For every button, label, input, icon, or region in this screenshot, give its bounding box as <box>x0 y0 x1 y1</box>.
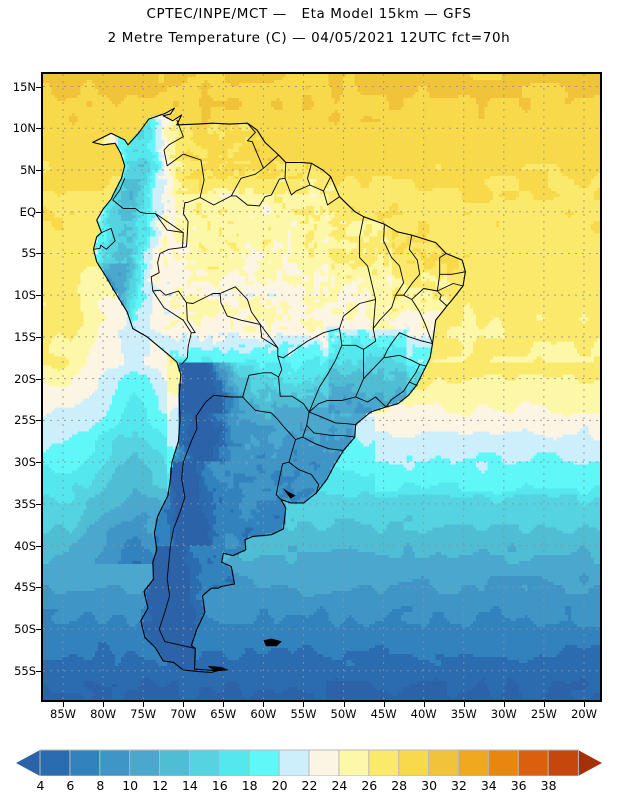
x-axis-tick-mark <box>183 702 184 707</box>
colorbar-swatch <box>548 750 578 776</box>
y-axis-tick-label: 25S <box>0 413 36 427</box>
colorbar-swatch <box>130 750 160 776</box>
x-axis-tick-mark <box>223 702 224 707</box>
colorbar-swatch <box>309 750 339 776</box>
colorbar-swatch <box>488 750 518 776</box>
colorbar-tick-label: 36 <box>504 778 534 793</box>
colorbar-tick-label: 8 <box>85 778 115 793</box>
y-axis-tick-label: 10S <box>0 288 36 302</box>
model-title: CPTEC/INPE/MCT — Eta Model 15km — GFS <box>0 6 618 22</box>
y-axis-tick-label: 5N <box>0 163 36 177</box>
colorbar-swatch <box>100 750 130 776</box>
x-axis-tick-label: 65W <box>203 707 243 721</box>
x-axis-tick-label: 40W <box>404 707 444 721</box>
x-axis-tick-label: 50W <box>324 707 364 721</box>
colorbar-swatch <box>70 750 100 776</box>
colorbar-swatch <box>279 750 309 776</box>
colorbar-tick-label: 34 <box>474 778 504 793</box>
colorbar-swatch <box>189 750 219 776</box>
y-axis-tick-label: 50S <box>0 622 36 636</box>
x-axis-tick-label: 55W <box>283 707 323 721</box>
x-axis-tick-label: 80W <box>83 707 123 721</box>
x-axis-tick-label: 35W <box>444 707 484 721</box>
colorbar-tick-label: 6 <box>55 778 85 793</box>
colorbar-tick-label: 4 <box>26 778 56 793</box>
temperature-map-figure: CPTEC/INPE/MCT — Eta Model 15km — GFS 2 … <box>0 0 618 800</box>
x-axis-tick-label: 60W <box>243 707 283 721</box>
y-axis-tick-label: 35S <box>0 497 36 511</box>
x-axis-tick-label: 45W <box>364 707 404 721</box>
y-axis-tick-label: 45S <box>0 580 36 594</box>
colorbar-tick-label: 14 <box>175 778 205 793</box>
y-axis-tick-label: 10N <box>0 121 36 135</box>
x-axis-tick-label: 25W <box>524 707 564 721</box>
colorbar-swatch <box>458 750 488 776</box>
x-axis-tick-mark <box>103 702 104 707</box>
x-axis-tick-mark <box>504 702 505 707</box>
y-axis-tick-label: 5S <box>0 246 36 260</box>
colorbar-tick-label: 24 <box>324 778 354 793</box>
colorbar-swatch <box>249 750 279 776</box>
x-axis-tick-label: 85W <box>43 707 83 721</box>
colorbar-tick-label: 12 <box>145 778 175 793</box>
colorbar-swatches <box>0 742 618 776</box>
x-axis-tick-mark <box>384 702 385 707</box>
temperature-field <box>43 74 600 700</box>
x-axis-tick-mark <box>464 702 465 707</box>
x-axis-tick-mark <box>544 702 545 707</box>
y-axis-tick-label: 15N <box>0 80 36 94</box>
colorbar-tick-label: 16 <box>205 778 235 793</box>
x-axis-tick-mark <box>344 702 345 707</box>
colorbar-swatch <box>40 750 70 776</box>
colorbar-tick-label: 22 <box>295 778 325 793</box>
x-axis-tick-label: 30W <box>484 707 524 721</box>
x-axis-tick-mark <box>424 702 425 707</box>
colorbar-under-arrow <box>16 750 40 776</box>
colorbar-tick-label: 38 <box>534 778 564 793</box>
colorbar-tick-label: 30 <box>414 778 444 793</box>
colorbar-swatch <box>518 750 548 776</box>
y-axis-tick-label: 15S <box>0 330 36 344</box>
map-plot-area <box>41 72 602 702</box>
colorbar: 4 6 8 10 12 14 16 18 20 22 24 26 28 30 32 34 36 38 <box>0 742 618 800</box>
x-axis-tick-mark <box>584 702 585 707</box>
x-axis-tick-mark <box>263 702 264 707</box>
colorbar-tick-label: 20 <box>265 778 295 793</box>
x-axis-tick-label: 70W <box>163 707 203 721</box>
y-axis-tick-label: EQ <box>0 205 36 219</box>
colorbar-tick-label: 28 <box>384 778 414 793</box>
colorbar-over-arrow <box>578 750 602 776</box>
y-axis-tick-label: 55S <box>0 664 36 678</box>
colorbar-swatch <box>429 750 459 776</box>
colorbar-tick-label: 32 <box>444 778 474 793</box>
y-axis-tick-label: 20S <box>0 372 36 386</box>
colorbar-swatch <box>399 750 429 776</box>
colorbar-swatch <box>219 750 249 776</box>
colorbar-swatch <box>339 750 369 776</box>
variable-title: 2 Metre Temperature (C) — 04/05/2021 12U… <box>0 30 618 46</box>
colorbar-swatch <box>160 750 190 776</box>
colorbar-swatch <box>369 750 399 776</box>
x-axis-tick-mark <box>303 702 304 707</box>
x-axis-tick-mark <box>143 702 144 707</box>
y-axis-tick-label: 30S <box>0 455 36 469</box>
y-axis-tick-label: 40S <box>0 539 36 553</box>
temperature-cells <box>43 74 600 700</box>
x-axis-tick-label: 75W <box>123 707 163 721</box>
x-axis-tick-label: 20W <box>564 707 604 721</box>
colorbar-tick-label: 26 <box>354 778 384 793</box>
colorbar-tick-label: 10 <box>115 778 145 793</box>
colorbar-tick-label: 18 <box>235 778 265 793</box>
x-axis-tick-mark <box>63 702 64 707</box>
